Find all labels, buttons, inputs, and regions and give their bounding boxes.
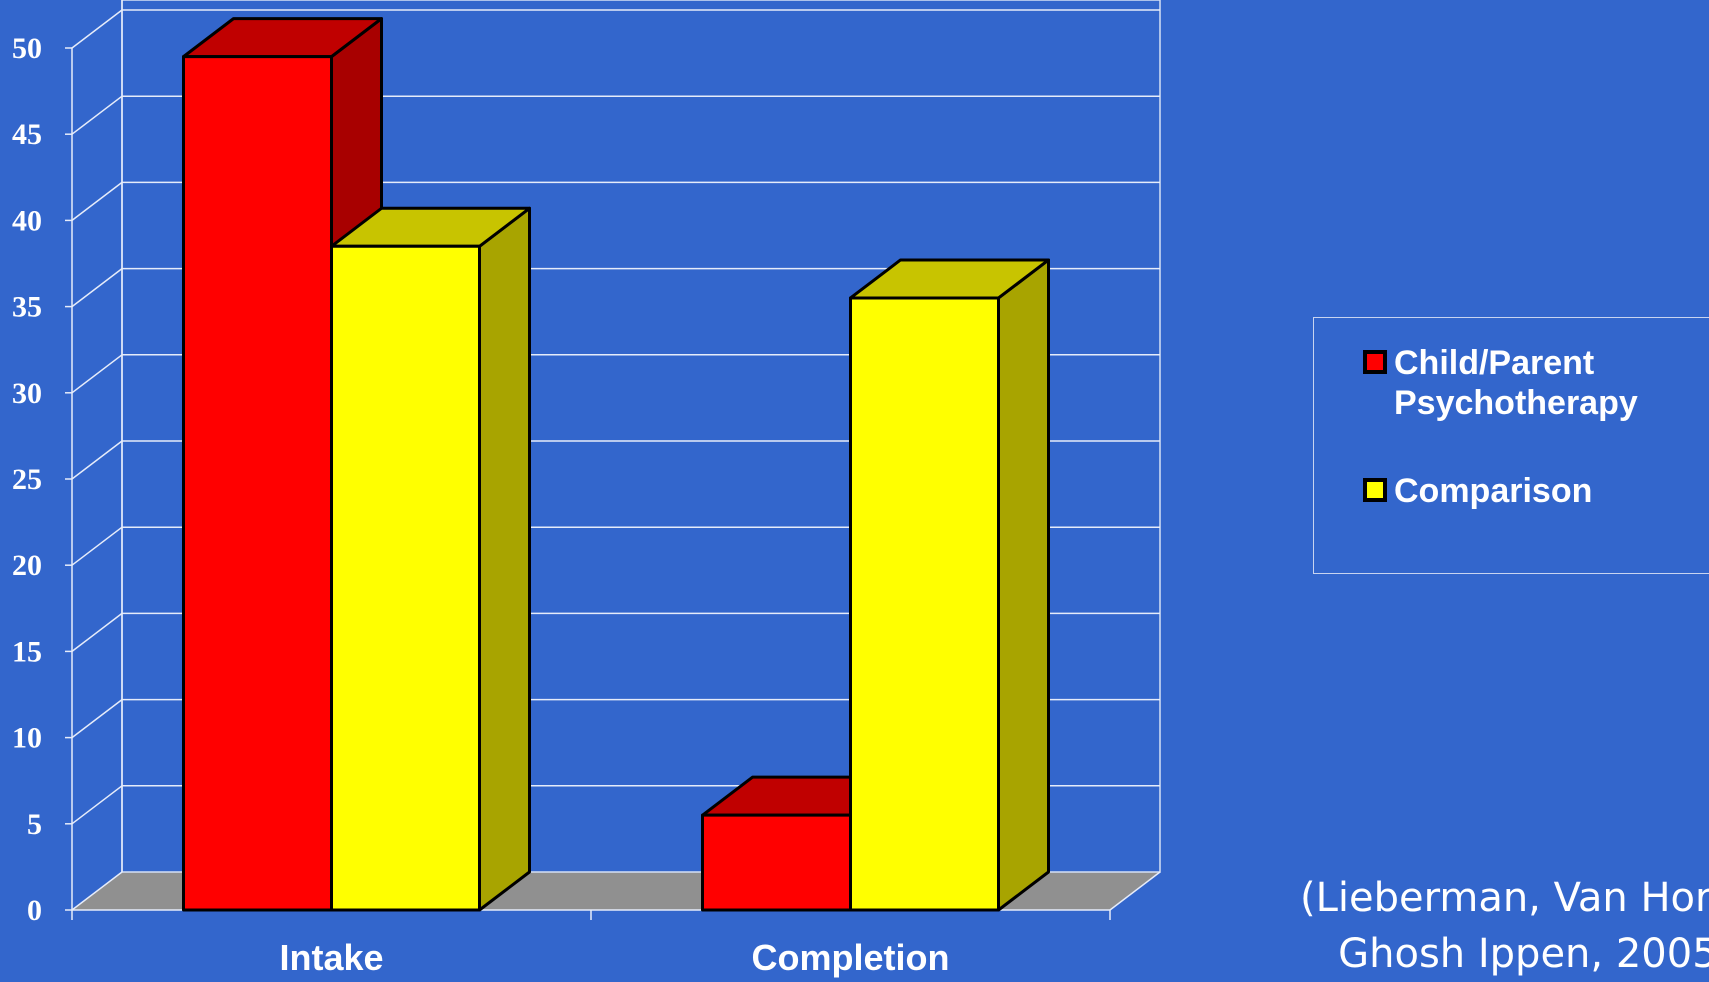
y-tick-label: 15: [12, 635, 42, 668]
y-tick-label: 30: [12, 377, 42, 410]
side-wall-line: [71, 9, 123, 49]
y-tick-label: 35: [12, 291, 42, 324]
bar-front: [701, 813, 852, 912]
legend: Child/Parent Psychotherapy Comparison: [1313, 317, 1709, 574]
x-category-labels: Intake Completion: [279, 937, 949, 978]
bar-side: [478, 206, 531, 912]
side-wall-line: [71, 871, 123, 911]
side-wall-line: [71, 526, 123, 566]
bars: [182, 17, 1050, 912]
legend-label: Comparison: [1394, 472, 1593, 510]
bar-front: [330, 244, 481, 912]
side-wall-line: [71, 612, 123, 652]
bar-front: [849, 296, 1000, 912]
side-wall-line: [71, 354, 123, 394]
bar-intake-comparison: [330, 206, 531, 912]
bar-front: [182, 55, 333, 912]
y-tick-label: 0: [27, 894, 42, 927]
y-tick-label: 10: [12, 722, 42, 755]
legend-item-child-parent: Child/Parent Psychotherapy: [1363, 343, 1694, 423]
y-tick-label: 50: [12, 32, 42, 65]
y-tick-label: 45: [12, 118, 42, 151]
side-wall-line: [71, 440, 123, 480]
legend-item-comparison: Comparison: [1363, 471, 1694, 511]
y-tick-label: 5: [27, 808, 42, 841]
x-axis-right-edge: [1109, 871, 1161, 911]
y-tick-labels: 0 5 10 15 20 25 30 35 40 45 50: [12, 32, 42, 927]
y-tick-label: 40: [12, 204, 42, 237]
citation: (Lieberman, Van Horn, & Ghosh Ippen, 200…: [1300, 875, 1709, 977]
x-category-label: Completion: [752, 937, 950, 978]
side-wall-line: [71, 268, 123, 308]
bar-side: [997, 258, 1050, 912]
y-tick-label: 20: [12, 549, 42, 582]
bar-completion-comparison: [849, 258, 1050, 912]
side-wall-line: [71, 699, 123, 739]
side-wall-line: [71, 181, 123, 221]
legend-swatch-yellow: [1363, 478, 1387, 502]
y-tick-label: 25: [12, 463, 42, 496]
legend-swatch-red: [1363, 350, 1387, 374]
legend-label: Child/Parent Psychotherapy: [1394, 344, 1638, 422]
side-wall-line: [71, 785, 123, 825]
x-category-label: Intake: [279, 937, 383, 978]
side-wall-line: [71, 95, 123, 135]
